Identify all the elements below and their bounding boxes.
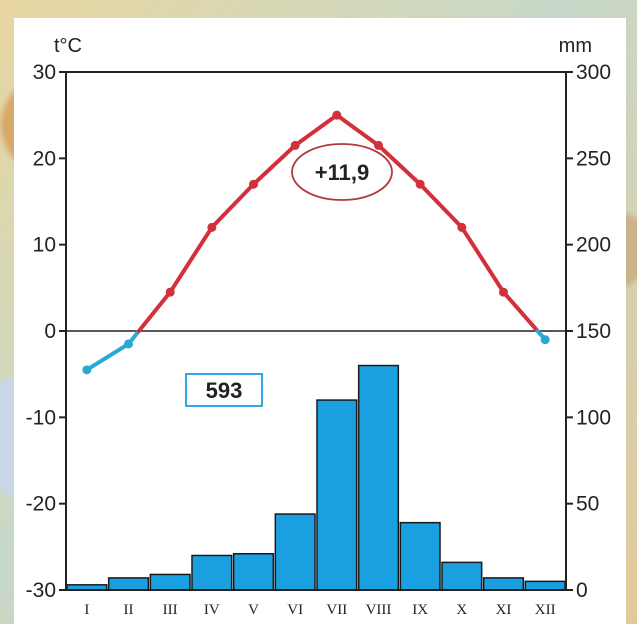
right-tick-label: 200 bbox=[576, 234, 611, 257]
temperature-point-x bbox=[457, 222, 467, 232]
annual-precipitation-annotation: 593 bbox=[185, 373, 263, 407]
precipitation-bar-vii bbox=[316, 399, 358, 591]
precipitation-bar-iii bbox=[149, 573, 191, 591]
temperature-segment bbox=[84, 341, 131, 372]
temperature-segment bbox=[334, 113, 381, 148]
month-label-v: V bbox=[248, 602, 259, 618]
month-label-x: X bbox=[456, 602, 467, 618]
month-label-i: I bbox=[84, 602, 89, 618]
month-label-vii: VII bbox=[326, 602, 347, 618]
month-label-iv: IV bbox=[204, 602, 220, 618]
temperature-point-v bbox=[249, 179, 258, 189]
right-tick-label: 0 bbox=[576, 579, 588, 602]
right-axis-unit: mm bbox=[559, 35, 592, 57]
right-tick-label: 250 bbox=[576, 147, 611, 170]
precipitation-bar-xi bbox=[482, 577, 525, 591]
precipitation-bar-x bbox=[441, 561, 483, 591]
temperature-point-xi bbox=[499, 287, 508, 297]
month-label-vi: VI bbox=[287, 602, 303, 618]
temperature-segment bbox=[136, 290, 173, 333]
mean-temperature-ellipse bbox=[291, 143, 393, 201]
left-tick-label: 20 bbox=[33, 147, 56, 170]
right-tick-label: 300 bbox=[576, 61, 611, 84]
precipitation-bar-xii bbox=[524, 580, 566, 591]
mean-temperature-annotation: +11,9 bbox=[291, 143, 393, 201]
left-tick-label: 10 bbox=[33, 234, 56, 257]
right-tick-label: 50 bbox=[576, 493, 599, 516]
precipitation-bar-v bbox=[232, 552, 275, 591]
climate-chart-panel: 30 20 10 0 -10 -20 -30 300 250 200 150 100 50 0 I II I… bbox=[14, 18, 626, 624]
right-tick-label: 100 bbox=[576, 406, 611, 429]
temperature-point-iii bbox=[165, 287, 175, 297]
precipitation-bar-ii bbox=[107, 577, 150, 591]
left-tick-label: -30 bbox=[26, 579, 56, 602]
left-tick-label: 0 bbox=[44, 320, 56, 343]
temperature-segment bbox=[459, 225, 506, 295]
month-label-ix: IX bbox=[412, 602, 428, 618]
precipitation-bar-iv bbox=[191, 554, 233, 591]
temperature-segment bbox=[418, 182, 464, 230]
mean-temperature-value: +11,9 bbox=[315, 160, 369, 185]
temperature-segment bbox=[501, 290, 540, 333]
month-label-viii: VIII bbox=[366, 602, 392, 618]
precipitation-bar-ix bbox=[399, 521, 441, 591]
temperature-point-ix bbox=[415, 179, 425, 189]
temperature-point-i bbox=[82, 365, 92, 375]
month-label-xi: XI bbox=[496, 602, 512, 618]
right-tick-label: 150 bbox=[576, 320, 611, 343]
temperature-point-iv bbox=[207, 222, 217, 232]
precipitation-bar-viii bbox=[357, 364, 400, 591]
right-axis: 300 250 200 150 100 50 0 bbox=[566, 61, 611, 602]
precipitation-bar-vi bbox=[274, 513, 316, 591]
precipitation-bars bbox=[66, 364, 566, 591]
temperature-line bbox=[82, 110, 550, 375]
left-axis-unit: t°C bbox=[54, 35, 82, 57]
temperature-point-vii bbox=[332, 110, 342, 120]
temperature-point-vi bbox=[290, 140, 300, 150]
left-tick-label: -10 bbox=[26, 406, 56, 429]
annual-precipitation-value: 593 bbox=[206, 378, 243, 403]
temperature-point-viii bbox=[374, 140, 383, 150]
left-axis: 30 20 10 0 -10 -20 -30 bbox=[26, 61, 66, 602]
annual-precipitation-box bbox=[185, 373, 263, 407]
month-axis: I II III IV V VI VII VIII IX X XI XII bbox=[84, 602, 555, 618]
temperature-segment bbox=[293, 113, 339, 148]
left-tick-label: 30 bbox=[33, 61, 56, 84]
month-label-iii: III bbox=[163, 602, 178, 618]
month-label-ii: II bbox=[124, 602, 134, 618]
left-tick-label: -20 bbox=[26, 493, 56, 516]
temperature-point-ii bbox=[124, 339, 133, 349]
month-label-xii: XII bbox=[535, 602, 556, 618]
temperature-segment bbox=[168, 225, 214, 295]
temperature-segment bbox=[376, 143, 423, 187]
temperature-segment bbox=[251, 143, 298, 187]
temperature-point-xii bbox=[540, 335, 550, 345]
temperature-segment bbox=[209, 182, 256, 230]
